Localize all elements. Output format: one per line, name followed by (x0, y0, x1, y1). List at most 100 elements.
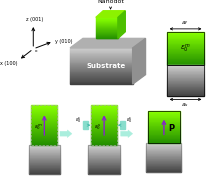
Bar (91, 105, 117, 106)
Bar (29, 170, 60, 171)
Bar (167, 84, 204, 85)
Bar (91, 134, 117, 135)
Bar (147, 155, 181, 156)
Bar (167, 60, 204, 61)
Bar (31, 136, 57, 137)
Bar (91, 128, 117, 129)
Bar (167, 78, 204, 79)
Bar (148, 126, 180, 127)
Bar (88, 146, 120, 147)
Bar (167, 38, 204, 39)
Bar (167, 87, 204, 88)
Bar (91, 137, 117, 138)
Bar (31, 130, 57, 131)
Bar (148, 116, 180, 117)
Bar (148, 141, 180, 142)
Bar (88, 158, 120, 159)
Bar (147, 171, 181, 172)
Bar (91, 108, 117, 109)
Bar (88, 161, 120, 162)
Bar (167, 44, 204, 45)
Bar (91, 126, 117, 127)
Bar (167, 52, 204, 53)
Bar (88, 168, 120, 169)
Bar (70, 82, 133, 83)
Bar (31, 120, 57, 121)
Bar (167, 41, 204, 42)
Bar (70, 52, 133, 53)
Bar (96, 35, 118, 36)
Bar (70, 55, 133, 56)
Bar (70, 50, 133, 51)
Bar (91, 135, 117, 136)
Bar (147, 160, 181, 161)
Bar (148, 120, 180, 121)
Bar (29, 167, 60, 168)
Bar (29, 156, 60, 157)
Bar (29, 148, 60, 149)
Bar (31, 125, 57, 126)
Bar (167, 91, 204, 92)
Bar (167, 65, 204, 96)
Bar (88, 160, 120, 161)
Bar (167, 74, 204, 75)
Bar (96, 19, 118, 20)
Bar (70, 58, 133, 59)
Bar (91, 109, 117, 110)
Bar (96, 29, 118, 30)
Bar (91, 127, 117, 128)
Bar (70, 56, 133, 57)
Bar (91, 143, 117, 144)
Bar (70, 77, 133, 78)
Bar (148, 142, 180, 143)
Bar (88, 147, 120, 148)
Bar (96, 24, 118, 25)
Bar (147, 144, 181, 145)
Bar (167, 32, 204, 65)
Bar (29, 154, 60, 155)
Bar (70, 66, 133, 67)
Bar (167, 93, 204, 94)
Bar (31, 121, 57, 122)
Bar (147, 152, 181, 153)
Text: Nanodot: Nanodot (97, 0, 124, 4)
Bar (70, 72, 133, 73)
Bar (29, 150, 60, 151)
Bar (148, 136, 180, 137)
Bar (31, 108, 57, 109)
Bar (91, 129, 117, 130)
Bar (167, 83, 204, 84)
Bar (31, 115, 57, 116)
Bar (31, 117, 57, 118)
Bar (147, 168, 181, 169)
Bar (70, 83, 133, 84)
Bar (88, 145, 120, 146)
Bar (31, 134, 57, 135)
Bar (29, 146, 60, 147)
Bar (31, 129, 57, 130)
Bar (147, 166, 181, 167)
Bar (147, 170, 181, 171)
Bar (96, 27, 118, 28)
Bar (29, 157, 60, 158)
Bar (147, 157, 181, 158)
Bar (88, 150, 120, 151)
Bar (70, 49, 133, 50)
Bar (96, 18, 118, 19)
Bar (147, 143, 181, 172)
Bar (148, 138, 180, 139)
Bar (167, 92, 204, 93)
Bar (148, 114, 180, 115)
Text: $\varepsilon_0^s$: $\varepsilon_0^s$ (126, 115, 133, 125)
Bar (70, 68, 133, 69)
Bar (70, 65, 133, 66)
Bar (31, 140, 57, 141)
Bar (167, 85, 204, 86)
Bar (167, 80, 204, 81)
Bar (148, 122, 180, 123)
Bar (31, 141, 57, 142)
Bar (31, 143, 57, 144)
Bar (167, 46, 204, 47)
Bar (96, 30, 118, 31)
Bar (96, 25, 118, 26)
